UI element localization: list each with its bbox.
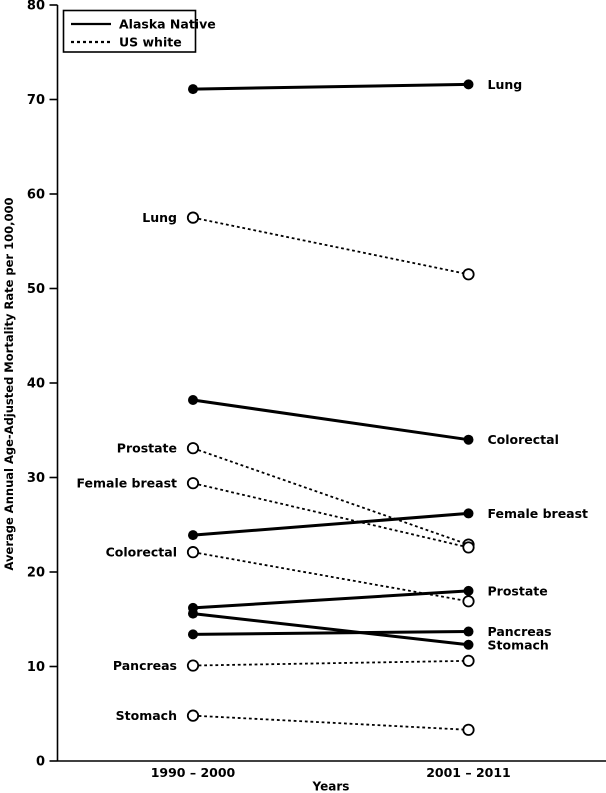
marker-us-white-pancreas-1: [462, 654, 475, 667]
series-line-alaska-native-prostate: [192, 589, 469, 610]
y-tick-label: 70: [27, 93, 45, 108]
marker-alaska-native-female-breast-0: [188, 530, 198, 541]
marker-us-white-lung-0: [186, 211, 200, 224]
y-tick-label: 50: [27, 282, 45, 297]
marker-alaska-native-stomach-0: [188, 608, 198, 619]
y-axis-title: Average Annual Age-Adjusted Mortality Ra…: [2, 198, 16, 571]
marker-us-white-colorectal-0: [186, 546, 200, 559]
series-label-us-white-pancreas: Pancreas: [113, 658, 177, 673]
series-line-alaska-native-lung: [192, 82, 469, 91]
series-line-alaska-native-stomach: [192, 612, 469, 647]
marker-us-white-female-breast-1: [462, 541, 475, 554]
marker-us-white-colorectal-1: [462, 595, 475, 608]
series-label-alaska-native-lung: Lung: [488, 77, 523, 92]
marker-us-white-stomach-1: [462, 723, 475, 736]
series-label-us-white-prostate: Prostate: [117, 441, 177, 456]
series-label-us-white-stomach: Stomach: [116, 708, 177, 723]
series-label-us-white-female-breast: Female breast: [76, 476, 177, 491]
marker-us-white-female-breast-0: [186, 477, 200, 490]
marker-us-white-stomach-0: [186, 709, 200, 722]
series-label-alaska-native-female-breast: Female breast: [488, 506, 589, 521]
series-label-alaska-native-stomach: Stomach: [488, 637, 549, 652]
y-tick-label: 80: [27, 0, 45, 14]
x-category-label: 2001 – 2011: [426, 765, 511, 780]
marker-alaska-native-lung-0: [188, 84, 198, 95]
y-tick-label: 60: [27, 188, 45, 203]
legend: Alaska Native US white: [62, 9, 216, 53]
series-line-us-white-pancreas: [192, 659, 469, 667]
y-tick-label: 20: [27, 566, 45, 581]
series-line-us-white-colorectal: [192, 551, 469, 603]
marker-alaska-native-pancreas-0: [188, 629, 198, 640]
series-line-alaska-native-female-breast: [192, 511, 469, 537]
series-label-alaska-native-pancreas: Pancreas: [488, 624, 552, 639]
legend-label-us-white: US white: [119, 35, 182, 50]
marker-alaska-native-female-breast-1: [463, 508, 474, 519]
y-tick-label: 40: [27, 377, 45, 392]
marker-alaska-native-colorectal-1: [463, 434, 474, 445]
x-axis-title: Years: [312, 780, 350, 793]
y-tick-label: 0: [36, 755, 45, 770]
x-category-label: 1990 – 2000: [151, 765, 236, 780]
marker-alaska-native-pancreas-1: [463, 626, 474, 637]
marker-us-white-prostate-0: [186, 442, 200, 455]
series-label-us-white-colorectal: Colorectal: [106, 545, 177, 560]
marker-alaska-native-lung-1: [463, 79, 474, 90]
series-label-alaska-native-prostate: Prostate: [488, 583, 548, 598]
marker-us-white-lung-1: [462, 268, 475, 281]
y-tick-label: 10: [27, 660, 45, 675]
series-line-alaska-native-colorectal: [192, 398, 469, 442]
series-line-us-white-stomach: [192, 714, 469, 731]
series-label-alaska-native-colorectal: Colorectal: [488, 432, 559, 447]
series-label-us-white-lung: Lung: [142, 210, 177, 225]
legend-box: [62, 9, 197, 53]
legend-label-alaska-native: Alaska Native: [119, 17, 216, 32]
series-line-us-white-female-breast: [192, 482, 469, 549]
series-line-us-white-prostate: [192, 447, 469, 546]
marker-alaska-native-prostate-1: [463, 585, 474, 596]
series-line-alaska-native-pancreas: [192, 630, 469, 636]
series-line-us-white-lung: [192, 216, 469, 276]
marker-alaska-native-stomach-1: [463, 639, 474, 650]
marker-alaska-native-colorectal-0: [188, 395, 198, 406]
marker-us-white-pancreas-0: [186, 659, 200, 672]
y-tick-label: 30: [27, 471, 45, 486]
